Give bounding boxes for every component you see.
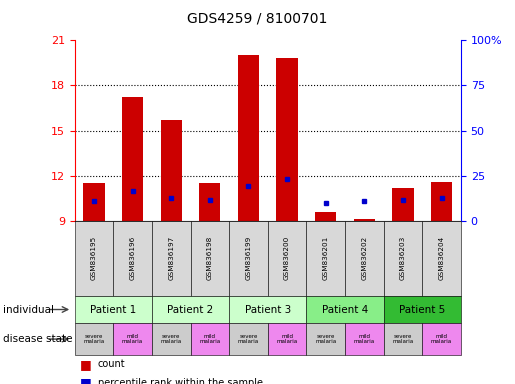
- Text: severe
malaria: severe malaria: [238, 334, 259, 344]
- Text: GSM836195: GSM836195: [91, 236, 97, 280]
- Text: mild
malaria: mild malaria: [431, 334, 452, 344]
- Text: count: count: [98, 359, 126, 369]
- Text: GDS4259 / 8100701: GDS4259 / 8100701: [187, 12, 328, 25]
- Text: severe
malaria: severe malaria: [83, 334, 105, 344]
- Text: mild
malaria: mild malaria: [354, 334, 375, 344]
- Text: Patient 1: Patient 1: [90, 305, 136, 314]
- Text: Patient 2: Patient 2: [167, 305, 214, 314]
- Bar: [277, 58, 298, 221]
- Text: GSM836203: GSM836203: [400, 236, 406, 280]
- Text: disease state: disease state: [3, 334, 72, 344]
- Text: GSM836198: GSM836198: [207, 236, 213, 280]
- Text: GSM836199: GSM836199: [246, 236, 251, 280]
- Bar: [392, 188, 414, 221]
- Text: mild
malaria: mild malaria: [122, 334, 143, 344]
- Text: severe
malaria: severe malaria: [161, 334, 182, 344]
- Bar: [122, 98, 143, 221]
- Text: individual: individual: [3, 305, 54, 314]
- Bar: [161, 120, 182, 221]
- Text: ■: ■: [80, 376, 92, 384]
- Text: Patient 4: Patient 4: [322, 305, 368, 314]
- Bar: [315, 212, 336, 221]
- Text: Patient 3: Patient 3: [245, 305, 291, 314]
- Text: severe
malaria: severe malaria: [392, 334, 414, 344]
- Text: GSM836201: GSM836201: [323, 236, 329, 280]
- Text: severe
malaria: severe malaria: [315, 334, 336, 344]
- Text: mild
malaria: mild malaria: [277, 334, 298, 344]
- Text: GSM836196: GSM836196: [130, 236, 135, 280]
- Text: GSM836202: GSM836202: [362, 236, 367, 280]
- Bar: [83, 183, 105, 221]
- Text: GSM836197: GSM836197: [168, 236, 174, 280]
- Bar: [199, 183, 220, 221]
- Bar: [354, 219, 375, 221]
- Text: GSM836204: GSM836204: [439, 236, 444, 280]
- Text: percentile rank within the sample: percentile rank within the sample: [98, 378, 263, 384]
- Text: ■: ■: [80, 358, 92, 371]
- Text: mild
malaria: mild malaria: [199, 334, 220, 344]
- Bar: [431, 182, 452, 221]
- Bar: [238, 55, 259, 221]
- Text: Patient 5: Patient 5: [399, 305, 445, 314]
- Text: GSM836200: GSM836200: [284, 236, 290, 280]
